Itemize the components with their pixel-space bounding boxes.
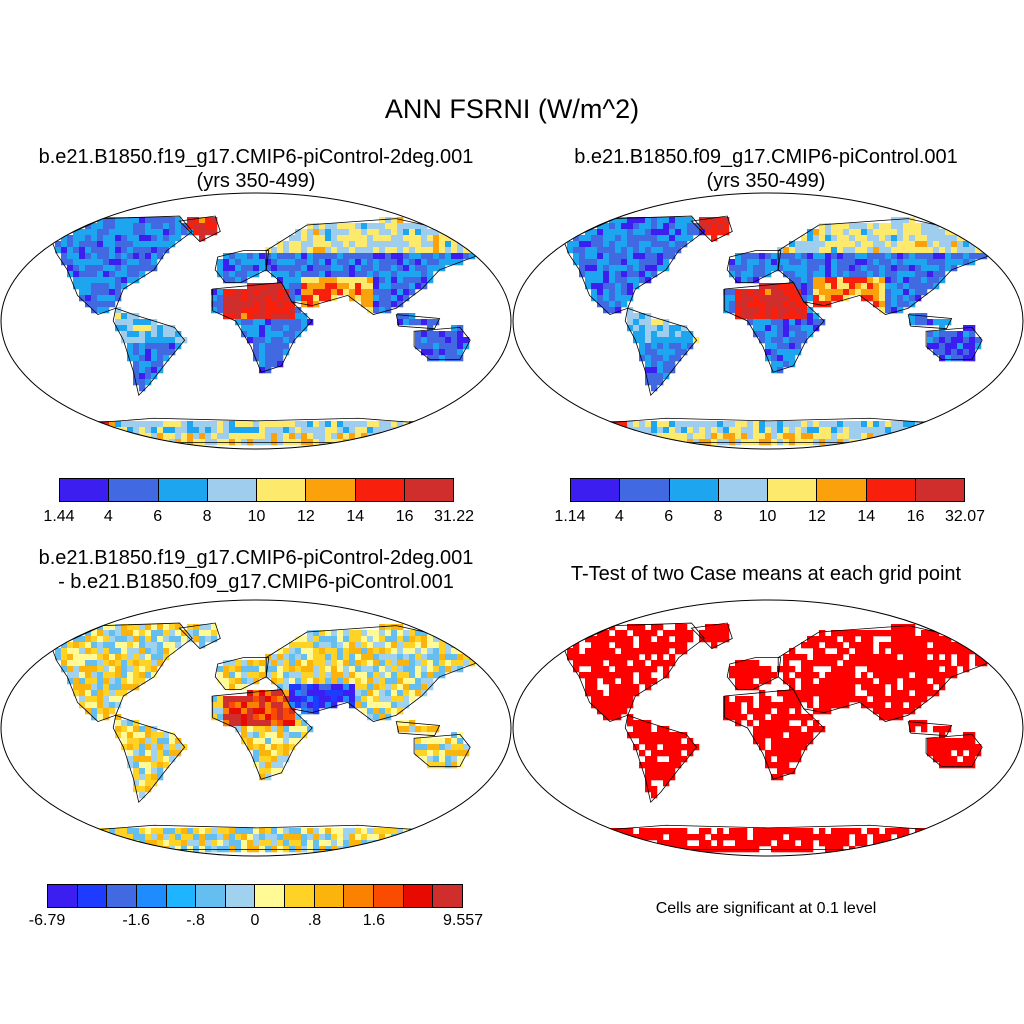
colorbar-swatch — [374, 885, 404, 907]
colorbar-swatch — [48, 885, 78, 907]
map-ttest — [512, 599, 1024, 857]
colorbar-swatch — [60, 479, 110, 501]
colorbar-swatch — [718, 479, 768, 501]
colorbar-tick-label: 0 — [250, 912, 260, 929]
colorbar-swatch — [669, 479, 719, 501]
colorbar-tick-label: 14 — [857, 508, 876, 525]
colorbar-swatch — [306, 479, 356, 501]
colorbar-case2 — [570, 478, 965, 502]
significance-note: Cells are significant at 0.1 level — [655, 900, 877, 917]
colorbar-tick-label: 32.07 — [944, 508, 986, 525]
colorbar-tick-label: -6.79 — [28, 912, 66, 929]
colorbar-tick-label: 1.14 — [554, 508, 586, 525]
map-border — [512, 192, 1024, 450]
colorbar-tick-label: 4 — [614, 508, 624, 525]
colorbar-case1 — [59, 478, 454, 502]
colorbar-swatch — [255, 885, 286, 907]
colorbar-case1-ticks: 1.44 4 6 8 10 12 14 16 31.22 — [43, 508, 474, 528]
colorbar-tick-label: 12 — [296, 508, 315, 525]
panel-title-ttest: T-Test of two Case means at each grid po… — [516, 562, 1016, 586]
colorbar-tick-label: 9.557 — [442, 912, 484, 929]
panel-title-case1: b.e21.B1850.f19_g17.CMIP6-piControl-2deg… — [6, 145, 506, 193]
colorbar-swatch — [433, 885, 462, 907]
colorbar-tick-label: 1.44 — [43, 508, 75, 525]
colorbar-swatch — [225, 885, 256, 907]
colorbar-case2-ticks: 1.14 4 6 8 10 12 14 16 32.07 — [554, 508, 985, 528]
colorbar-swatch — [109, 479, 159, 501]
panel-title-line1: b.e21.B1850.f09_g17.CMIP6-piControl.001 — [574, 146, 958, 168]
colorbar-tick-label: 10 — [758, 508, 777, 525]
colorbar-tick-label: .8 — [307, 912, 322, 929]
colorbar-tick-label: 8 — [713, 508, 723, 525]
colorbar-swatch — [817, 479, 867, 501]
colorbar-tick-label: 6 — [153, 508, 163, 525]
panel-title-diff: b.e21.B1850.f19_g17.CMIP6-piControl-2deg… — [6, 546, 506, 594]
colorbar-swatch — [257, 479, 307, 501]
panel-title-line2: (yrs 350-499) — [706, 170, 826, 192]
map-border — [512, 599, 1024, 857]
colorbar-tick-label: 14 — [346, 508, 365, 525]
colorbar-swatch — [158, 479, 208, 501]
colorbar-swatch — [620, 479, 670, 501]
colorbar-swatch — [196, 885, 226, 907]
colorbar-tick-label: 1.6 — [362, 912, 385, 929]
colorbar-swatch — [915, 479, 964, 501]
colorbar-swatch — [285, 885, 315, 907]
colorbar-swatch — [107, 885, 137, 907]
colorbar-swatch — [136, 885, 167, 907]
map-diff — [0, 599, 512, 857]
colorbar-swatch — [571, 479, 621, 501]
colorbar-swatch — [403, 885, 434, 907]
colorbar-tick-label: -.8 — [186, 912, 205, 929]
map-cells — [55, 217, 476, 446]
panel-title-line1: b.e21.B1850.f19_g17.CMIP6-piControl-2deg… — [38, 146, 474, 168]
colorbar-swatch — [314, 885, 345, 907]
colorbar-tick-label: 31.22 — [433, 508, 475, 525]
panel-title-line2: - b.e21.B1850.f09_g17.CMIP6-piControl.00… — [58, 571, 454, 593]
main-title: ANN FSRNI (W/m^2) — [384, 94, 640, 124]
map-cells — [55, 624, 476, 853]
colorbar-swatch — [866, 479, 916, 501]
colorbar-tick-label: 8 — [202, 508, 212, 525]
colorbar-diff-ticks: -6.79 -1.6 -.8 0 .8 1.6 9.557 — [29, 912, 483, 932]
map-border — [0, 192, 512, 450]
panel-title-line1: T-Test of two Case means at each grid po… — [570, 563, 962, 585]
colorbar-tick-label: 4 — [103, 508, 113, 525]
map-case2 — [512, 192, 1024, 450]
panel-title-line1: b.e21.B1850.f19_g17.CMIP6-piControl-2deg… — [38, 547, 474, 569]
colorbar-swatch — [768, 479, 818, 501]
colorbar-tick-label: 6 — [664, 508, 674, 525]
colorbar-tick-label: -1.6 — [122, 912, 150, 929]
colorbar-swatch — [404, 479, 453, 501]
map-cells — [567, 624, 988, 853]
map-case1 — [0, 192, 512, 450]
colorbar-tick-label: 12 — [807, 508, 826, 525]
colorbar-diff — [47, 884, 463, 908]
map-border — [0, 599, 512, 857]
colorbar-swatch — [77, 885, 108, 907]
colorbar-tick-label: 16 — [906, 508, 925, 525]
panel-title-line2: (yrs 350-499) — [196, 170, 316, 192]
colorbar-tick-label: 16 — [395, 508, 414, 525]
colorbar-swatch — [344, 885, 375, 907]
panel-title-case2: b.e21.B1850.f09_g17.CMIP6-piControl.001 … — [516, 145, 1016, 193]
colorbar-tick-label: 10 — [247, 508, 266, 525]
colorbar-swatch — [355, 479, 405, 501]
map-cells — [567, 217, 988, 446]
colorbar-swatch — [207, 479, 257, 501]
colorbar-swatch — [166, 885, 197, 907]
